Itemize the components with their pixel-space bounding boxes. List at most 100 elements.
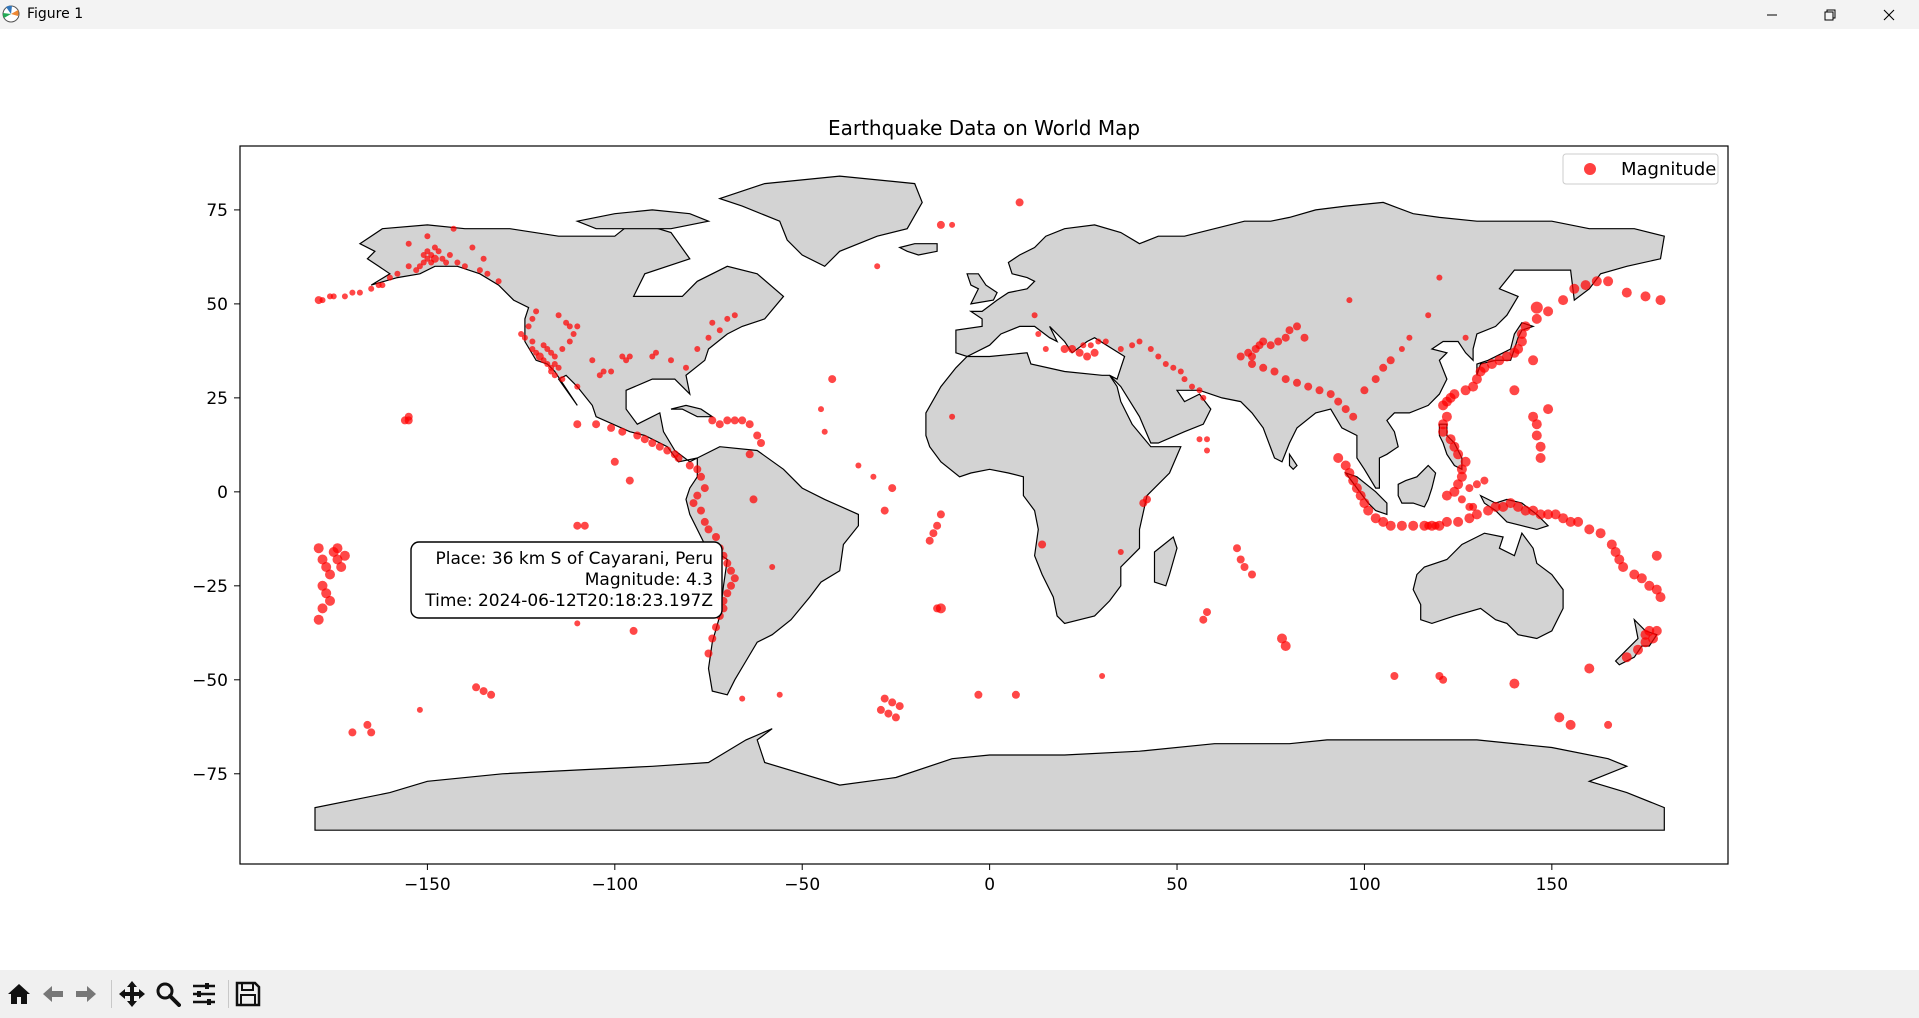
earthquake-point: [495, 278, 502, 285]
earthquake-point: [555, 312, 562, 319]
back-button[interactable]: [37, 978, 69, 1010]
earthquake-point: [1558, 513, 1569, 524]
earthquake-point: [1277, 633, 1287, 644]
earthquake-point: [313, 543, 324, 554]
earthquake-point: [1406, 334, 1413, 341]
zoom-button[interactable]: [152, 978, 184, 1010]
earthquake-point: [1438, 419, 1449, 430]
home-button[interactable]: [3, 978, 35, 1010]
earthquake-point: [1558, 295, 1569, 306]
configure-subplots-button[interactable]: [188, 978, 220, 1010]
earthquake-point: [1472, 480, 1481, 489]
earthquake-point: [1530, 301, 1543, 314]
earthquake-point: [693, 491, 702, 500]
earthquake-point: [745, 420, 754, 429]
earthquake-point: [1038, 540, 1047, 549]
earthquake-point: [738, 416, 747, 425]
earthquake-point: [1344, 468, 1355, 478]
earthquake-point: [1516, 329, 1527, 339]
earthquake-point: [974, 690, 983, 699]
earthquake-point: [1129, 342, 1136, 349]
y-tick-label: −25: [192, 577, 228, 597]
earthquake-point: [623, 357, 630, 364]
annotation-line-place: Place: 36 km S of Cayarani, Peru: [435, 549, 713, 569]
earthquake-point: [1468, 381, 1479, 392]
earthquake-point: [936, 510, 945, 519]
earthquake-point: [356, 289, 363, 296]
earthquake-point: [1584, 524, 1595, 535]
minimize-button[interactable]: [1743, 0, 1801, 29]
earthquake-point: [416, 263, 423, 270]
greenland-shape: [717, 175, 923, 268]
earthquake-point: [368, 285, 375, 292]
earthquake-point: [1425, 312, 1432, 319]
earthquake-point: [1565, 516, 1576, 527]
earthquake-point: [1531, 419, 1542, 430]
earthquake-point: [1340, 460, 1351, 471]
earthquake-point: [1573, 516, 1584, 527]
earthquake-point: [739, 695, 746, 702]
earthquake-point: [1236, 555, 1245, 564]
earthquake-point: [1424, 521, 1433, 530]
close-button[interactable]: [1860, 0, 1918, 29]
earthquake-point: [936, 220, 945, 229]
earthquake-point: [1509, 678, 1520, 689]
earthquake-point: [1326, 390, 1335, 399]
earthquake-point: [469, 244, 476, 251]
earthquake-point: [1181, 376, 1188, 383]
figure-canvas[interactable]: Earthquake Data on World Map −150 −100 −50…: [0, 29, 1919, 970]
restore-button[interactable]: [1801, 0, 1859, 29]
earthquake-point: [1629, 569, 1640, 580]
earthquake-point: [1408, 520, 1419, 531]
earthquake-point: [1035, 331, 1042, 337]
earthquake-point: [949, 413, 956, 420]
earthquake-point: [1531, 313, 1542, 324]
earthquake-point: [1199, 615, 1208, 624]
earthquake-point: [708, 416, 717, 425]
earthquake-point: [855, 462, 862, 469]
earthquake-point: [413, 267, 420, 274]
earthquake-point: [1117, 346, 1124, 352]
earthquake-point: [1651, 584, 1662, 595]
earthquake-point: [1248, 570, 1256, 579]
earthquake-point: [1445, 434, 1456, 445]
earthquake-point: [1469, 502, 1478, 511]
earthquake-point: [1139, 499, 1148, 508]
earthquake-point: [1456, 471, 1467, 482]
x-tick-label: −150: [404, 875, 451, 895]
forward-button[interactable]: [70, 978, 102, 1010]
earthquake-point: [880, 506, 889, 515]
earthquake-point: [1516, 336, 1527, 347]
earthquake-point: [821, 428, 828, 435]
annotation-box: [410, 541, 723, 619]
earthquake-point: [715, 420, 724, 429]
y-axis: 75 50 25 0 −25 −50 −75: [192, 201, 240, 785]
earthquake-point: [683, 364, 689, 371]
window-titlebar: Figure 1: [0, 0, 1919, 29]
earthquake-point: [870, 473, 877, 480]
earthquake-point: [1456, 464, 1467, 475]
earthquake-point: [1248, 360, 1256, 368]
pan-button[interactable]: [116, 978, 148, 1010]
earthquake-point: [653, 349, 659, 356]
earthquake-point: [610, 457, 619, 466]
earthquake-point: [745, 450, 754, 459]
earthquake-point: [1591, 276, 1602, 287]
minimize-icon: [1767, 14, 1777, 15]
earthquake-point: [1248, 352, 1256, 361]
earthquake-point: [1015, 198, 1024, 207]
earthquake-point: [884, 709, 893, 718]
earthquake-point: [1618, 562, 1629, 572]
earthquake-point: [1449, 486, 1460, 497]
earthquake-point: [1095, 338, 1102, 345]
earthquake-point: [446, 252, 453, 258]
earthquake-point: [1603, 276, 1614, 287]
y-tick-label: 75: [206, 201, 228, 221]
sri-lanka-shape: [1288, 452, 1298, 471]
earthquake-point: [1644, 625, 1655, 636]
earthquake-point: [723, 559, 732, 568]
chart-svg[interactable]: Earthquake Data on World Map −150 −100 −50…: [0, 29, 1919, 970]
save-button[interactable]: [232, 978, 264, 1010]
earthquake-point: [1300, 333, 1309, 342]
earthquake-point: [1462, 334, 1469, 341]
